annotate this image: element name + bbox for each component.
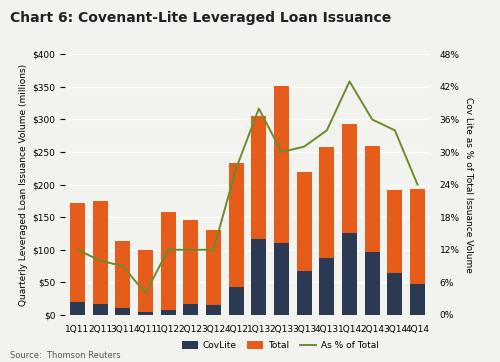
Bar xyxy=(365,252,380,315)
Bar xyxy=(252,116,266,315)
Bar xyxy=(70,203,85,315)
As % of Total xyxy=(256,106,262,111)
Bar xyxy=(274,85,289,315)
Bar xyxy=(206,305,221,315)
Bar xyxy=(116,241,130,315)
Bar xyxy=(410,284,425,315)
Bar xyxy=(138,312,153,315)
As % of Total xyxy=(414,182,420,187)
As % of Total xyxy=(278,150,284,154)
As % of Total xyxy=(74,248,80,252)
Bar xyxy=(297,172,312,315)
Bar xyxy=(342,124,357,315)
As % of Total xyxy=(165,248,171,252)
Bar xyxy=(138,250,153,315)
As % of Total xyxy=(233,166,239,171)
Bar xyxy=(342,233,357,315)
Bar xyxy=(184,220,198,315)
Bar xyxy=(229,163,244,315)
Bar xyxy=(320,147,334,315)
As % of Total xyxy=(392,128,398,132)
As % of Total xyxy=(97,258,103,263)
Y-axis label: Cov Lite as % of Total Issuance Volume: Cov Lite as % of Total Issuance Volume xyxy=(464,97,473,273)
Bar xyxy=(161,212,176,315)
Bar xyxy=(70,302,85,315)
Text: Chart 6: Covenant-Lite Leveraged Loan Issuance: Chart 6: Covenant-Lite Leveraged Loan Is… xyxy=(10,11,391,25)
As % of Total xyxy=(210,248,216,252)
Bar xyxy=(116,308,130,315)
Bar xyxy=(274,243,289,315)
Bar xyxy=(388,190,402,315)
Bar xyxy=(229,287,244,315)
As % of Total xyxy=(324,128,330,132)
Bar xyxy=(184,304,198,315)
Bar xyxy=(161,310,176,315)
As % of Total xyxy=(188,248,194,252)
As % of Total xyxy=(346,79,352,84)
Bar xyxy=(365,146,380,315)
Bar xyxy=(410,189,425,315)
Bar xyxy=(93,201,108,315)
Bar xyxy=(320,258,334,315)
Bar xyxy=(206,230,221,315)
Bar xyxy=(388,273,402,315)
Bar xyxy=(93,304,108,315)
Legend: CovLite, Total, As % of Total: CovLite, Total, As % of Total xyxy=(178,338,382,354)
Line: As % of Total: As % of Total xyxy=(78,81,417,293)
Bar xyxy=(297,271,312,315)
As % of Total xyxy=(369,117,375,122)
As % of Total xyxy=(142,291,148,295)
As % of Total xyxy=(301,144,307,149)
As % of Total xyxy=(120,264,126,268)
Y-axis label: Quarterly Leveraged Loan Issuance Volume (millions): Quarterly Leveraged Loan Issuance Volume… xyxy=(19,64,28,306)
Text: Source:  Thomson Reuters: Source: Thomson Reuters xyxy=(10,351,120,360)
Bar xyxy=(252,239,266,315)
